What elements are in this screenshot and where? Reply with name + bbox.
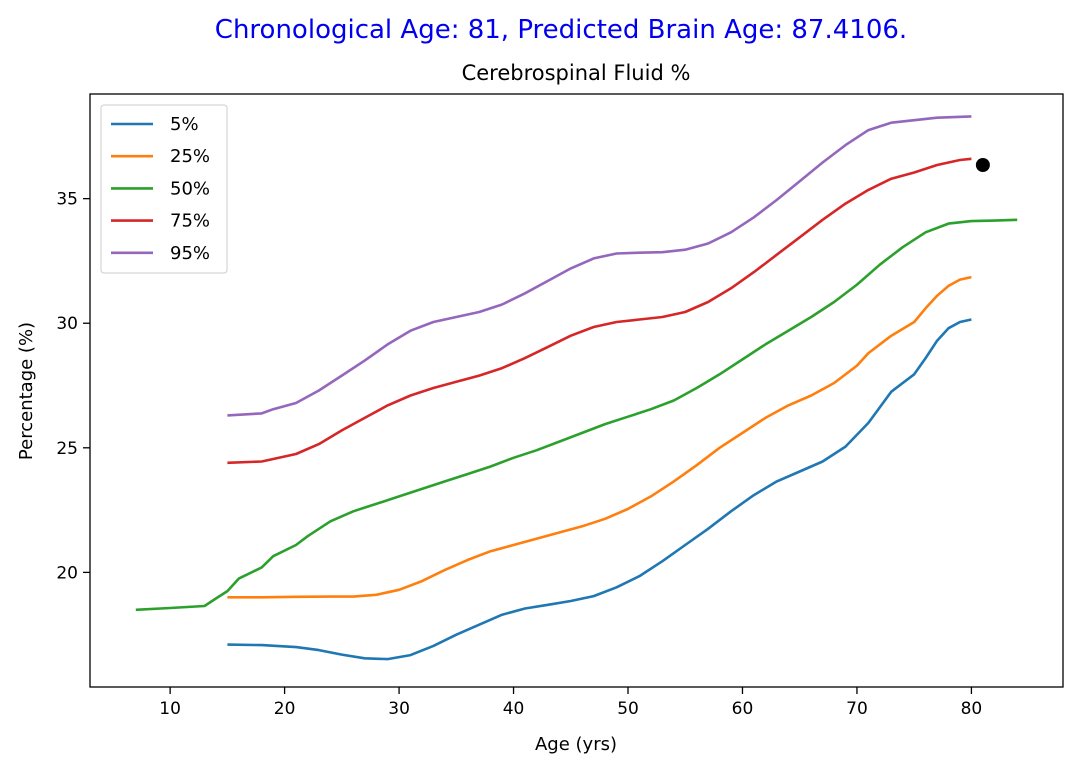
x-tick-label: 50 [617, 699, 639, 719]
legend-label: 50% [170, 178, 210, 199]
y-axis: 20 25 30 35 [56, 190, 90, 583]
y-axis-label: Percentage (%) [16, 322, 37, 460]
x-tick-label: 60 [732, 699, 754, 719]
subject-marker [975, 158, 990, 173]
x-tick-label: 40 [503, 699, 525, 719]
y-tick-label: 20 [56, 563, 78, 583]
legend-label: 25% [170, 146, 210, 167]
x-axis: 10 20 30 40 50 60 70 80 [159, 687, 982, 719]
series-line-2 [135, 218, 1018, 612]
series-line-0 [227, 318, 972, 661]
series-line-3 [227, 157, 972, 465]
plot-frame [89, 93, 1064, 688]
x-tick-label: 10 [159, 699, 181, 719]
legend-label: 95% [170, 243, 210, 264]
chart-title: Cerebrospinal Fluid % [462, 61, 691, 85]
y-tick-label: 30 [56, 314, 78, 334]
x-tick-label: 70 [846, 699, 868, 719]
plot-area [135, 115, 1018, 661]
x-tick-label: 80 [961, 699, 983, 719]
y-tick-label: 25 [56, 439, 78, 459]
legend-label: 5% [170, 114, 199, 135]
y-tick-label: 35 [56, 190, 78, 210]
chart-suptitle: Chronological Age: 81, Predicted Brain A… [215, 15, 907, 45]
legend: 5% 25% 50% 75% 95% [100, 104, 228, 274]
legend-box [100, 104, 228, 274]
x-tick-label: 20 [274, 699, 296, 719]
legend-label: 75% [170, 211, 210, 232]
x-tick-label: 30 [388, 699, 410, 719]
x-axis-label: Age (yrs) [535, 734, 617, 755]
series-line-1 [227, 275, 972, 599]
series-line-4 [227, 115, 972, 417]
